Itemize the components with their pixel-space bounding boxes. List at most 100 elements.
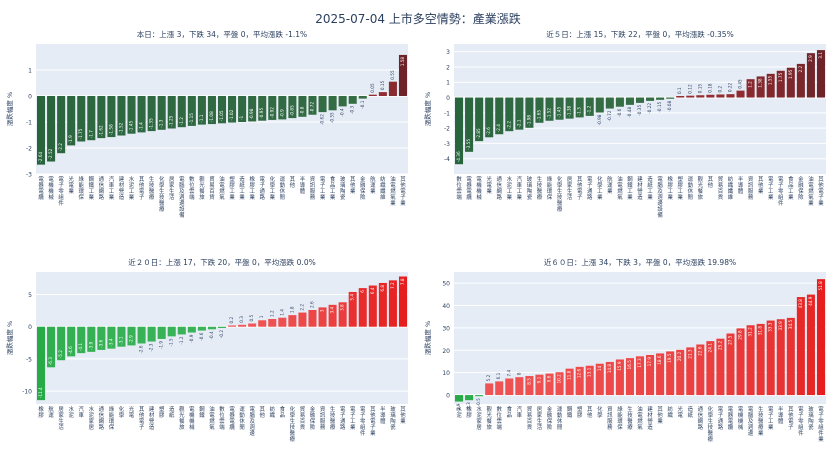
bar <box>776 70 785 98</box>
data-label: -1.2 <box>587 105 592 114</box>
x-tick-label: 居家生活 <box>537 406 543 431</box>
data-label: -1.45 <box>129 121 134 132</box>
data-label: 0.2 <box>717 85 722 92</box>
bar <box>605 97 614 109</box>
bar <box>656 353 665 396</box>
bar <box>117 96 126 136</box>
data-label: 0.22 <box>727 83 732 93</box>
y-tick-label: 2 <box>446 64 450 71</box>
x-tick-label: 建材營造 <box>647 405 653 431</box>
x-tick-label: 光電 <box>678 405 684 419</box>
data-label: -1.62 <box>98 125 103 136</box>
y-tick-label: 0 <box>28 324 32 331</box>
bar <box>535 374 544 396</box>
bar <box>97 96 106 139</box>
data-label: -1.35 <box>149 118 154 129</box>
x-tick-label: 造紙 <box>688 405 694 419</box>
bar <box>328 304 337 327</box>
data-label: -0.08 <box>667 100 672 111</box>
bar <box>625 358 634 396</box>
bar <box>348 96 357 104</box>
bar <box>87 326 96 352</box>
data-label: -5.2 <box>58 350 63 359</box>
x-tick-label: 水泥家居 <box>89 405 95 431</box>
data-label: -0.6 <box>617 108 622 117</box>
y-tick-label: -1 <box>444 110 450 117</box>
x-tick-label: 橡膠 <box>466 405 472 419</box>
x-tick-label: 觀光餐旅 <box>486 405 492 431</box>
bar <box>525 376 534 396</box>
y-tick-label: -1 <box>26 120 32 127</box>
data-label: -3.9 <box>88 341 93 350</box>
x-tick-label: 半導體 <box>380 405 386 425</box>
data-label: 17.3 <box>637 358 642 368</box>
x-tick-label: 貿易百貨 <box>209 175 215 201</box>
x-tick-label: 半導體 <box>300 175 306 195</box>
bar <box>716 338 725 396</box>
data-label: -0.9 <box>189 334 194 343</box>
x-tick-label: 電器電纜 <box>229 406 235 431</box>
data-label: -1.25 <box>169 115 174 126</box>
data-label: 6.1 <box>496 372 501 379</box>
bar <box>288 315 297 327</box>
chart-title: 近６０日：上漲 34，下跌 3，平盤 0，平均漲跌 19.98% <box>544 257 736 267</box>
bar <box>525 97 534 128</box>
x-tick-label: 其他電子 <box>788 406 794 431</box>
x-tick-label: 玻璃陶瓷 <box>390 405 396 431</box>
x-tick-label: 電腦及週邊設備 <box>657 176 663 219</box>
data-label: 31.8 <box>758 326 763 336</box>
x-tick-label: 生技醫療業 <box>758 405 764 437</box>
data-label: 1.75 <box>778 72 783 82</box>
x-tick-label: 貿易百貨 <box>718 175 724 201</box>
bar <box>565 368 574 396</box>
bar <box>388 81 397 96</box>
bar <box>806 294 815 396</box>
data-label: 1.58 <box>400 57 405 67</box>
data-label: -1.02 <box>229 109 234 120</box>
data-label: 43.8 <box>798 299 803 309</box>
bar <box>398 54 407 96</box>
data-label: 0.15 <box>697 84 702 94</box>
data-label: 25.2 <box>717 340 722 350</box>
data-label: 16.5 <box>627 360 632 370</box>
x-tick-label: 水泥工業 <box>129 175 135 201</box>
bar <box>248 96 257 122</box>
bar <box>217 96 227 124</box>
data-label: -2.6 <box>486 127 491 136</box>
x-tick-label: 塑膠 <box>159 405 165 419</box>
x-tick-label: 光電業 <box>68 175 74 195</box>
x-tick-label: 電子零組件 <box>58 176 64 207</box>
data-label: 1.2 <box>748 81 753 88</box>
data-label: -1.15 <box>189 113 194 124</box>
x-tick-label: 光電 <box>129 405 135 419</box>
bar <box>475 97 484 142</box>
data-label: -3.1 <box>118 336 123 345</box>
bar <box>77 326 86 354</box>
x-tick-label: 綠能環保 <box>79 175 85 201</box>
x-tick-label: 綠能環保 <box>617 405 623 431</box>
x-tick-label: 生技醫療 <box>627 405 633 431</box>
data-label: -2.52 <box>48 148 53 159</box>
data-label: 0.55 <box>390 70 395 80</box>
bar <box>37 326 46 401</box>
bar <box>137 96 146 133</box>
data-label: 22.6 <box>697 346 702 356</box>
bar <box>348 291 357 327</box>
data-label: 9.1 <box>536 376 541 383</box>
bar <box>706 341 715 396</box>
bar <box>766 73 775 98</box>
data-label: 2.9 <box>808 55 813 62</box>
data-label: 1.38 <box>758 78 763 88</box>
bar <box>575 366 584 396</box>
x-tick-label: 觀光餐旅 <box>179 405 185 431</box>
chart-title: 近２０日：上漲 17，下跌 20，平盤 0，平均漲跌 0.0% <box>128 257 315 267</box>
data-label: -1.05 <box>219 110 224 121</box>
data-label: -0.62 <box>320 114 325 125</box>
x-tick-label: 汽車 <box>517 405 523 419</box>
data-label: 2.2 <box>798 66 803 73</box>
x-tick-label: 電器電纜 <box>38 176 44 201</box>
chart-title: 近５日：上漲 15，下跌 22，平盤 0，平均漲跌 -0.35% <box>546 29 733 39</box>
x-tick-label: 油電燃氣業 <box>390 175 396 207</box>
bar <box>535 97 544 123</box>
bar <box>87 96 96 141</box>
